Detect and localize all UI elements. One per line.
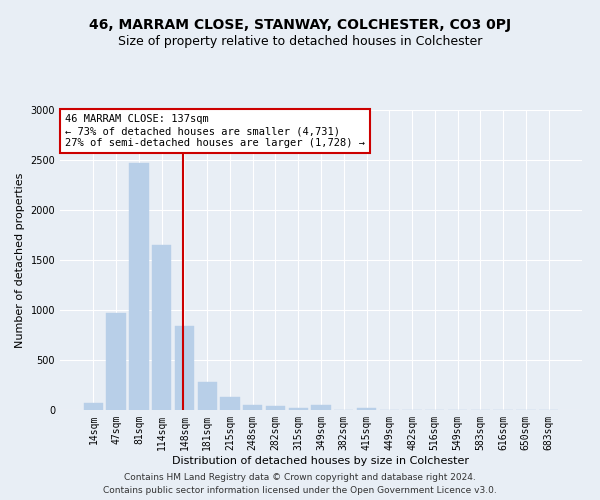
Bar: [106, 312, 126, 410]
Bar: [266, 406, 285, 410]
Bar: [175, 326, 194, 410]
Bar: [84, 402, 103, 410]
Bar: [197, 382, 217, 410]
Bar: [220, 396, 239, 410]
Text: 46 MARRAM CLOSE: 137sqm
← 73% of detached houses are smaller (4,731)
27% of semi: 46 MARRAM CLOSE: 137sqm ← 73% of detache…: [65, 114, 365, 148]
Bar: [357, 408, 376, 410]
X-axis label: Distribution of detached houses by size in Colchester: Distribution of detached houses by size …: [173, 456, 470, 466]
Y-axis label: Number of detached properties: Number of detached properties: [15, 172, 25, 348]
Text: Size of property relative to detached houses in Colchester: Size of property relative to detached ho…: [118, 35, 482, 48]
Text: 46, MARRAM CLOSE, STANWAY, COLCHESTER, CO3 0PJ: 46, MARRAM CLOSE, STANWAY, COLCHESTER, C…: [89, 18, 511, 32]
Bar: [152, 245, 172, 410]
Bar: [129, 163, 149, 410]
Text: Contains HM Land Registry data © Crown copyright and database right 2024.: Contains HM Land Registry data © Crown c…: [124, 474, 476, 482]
Text: Contains public sector information licensed under the Open Government Licence v3: Contains public sector information licen…: [103, 486, 497, 495]
Bar: [243, 404, 262, 410]
Bar: [311, 404, 331, 410]
Bar: [289, 408, 308, 410]
